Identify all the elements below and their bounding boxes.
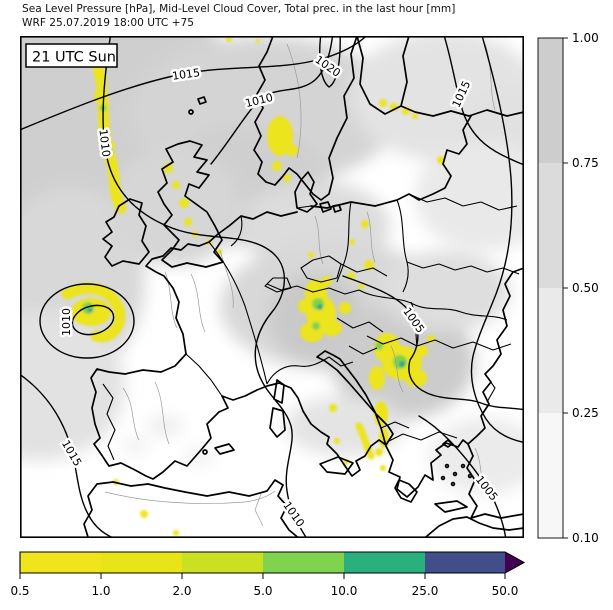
precip-tick-label: 2.0	[172, 584, 191, 598]
precip-tick-label: 1.0	[91, 584, 110, 598]
map-frame	[20, 36, 524, 538]
weather-map: 1015 1010 1010 1020 1015 1005 1005 1010 …	[20, 36, 524, 538]
valid-time-label: 21 UTC Sun	[32, 50, 116, 66]
precip-overflow-arrow	[505, 552, 524, 573]
isobar-label: 1010	[96, 128, 112, 157]
cloud-tick-label: 0.10	[572, 531, 599, 545]
precip-tick-label: 0.5	[10, 584, 29, 598]
admin-borders-layer	[104, 43, 496, 527]
precip-colorbar-segments	[20, 552, 524, 573]
precip-tick-label: 10.0	[331, 584, 358, 598]
precip-colorbar-ticks	[19, 573, 506, 579]
precip-colorbar: 0.5 1.0 2.0 5.0 10.0 25.0 50.0	[10, 551, 526, 598]
figure-title: Sea Level Pressure [hPa], Mid-Level Clou…	[22, 3, 456, 15]
country-borders-layer	[102, 193, 520, 461]
precip-intense-teal	[87, 304, 405, 367]
cloud-tick-label: 0.75	[572, 156, 599, 170]
precip-colorbar-labels: 0.5 1.0 2.0 5.0 10.0 25.0 50.0	[10, 584, 518, 598]
isobar-contours-layer	[20, 36, 524, 538]
cloud-cover-colorbar: 1.00 0.75 0.50 0.25 0.10	[537, 32, 599, 545]
cloud-tick-label: 1.00	[572, 32, 599, 45]
cloud-tick-label: 0.50	[572, 281, 599, 295]
precip-tick-label: 50.0	[492, 584, 519, 598]
precip-streaks	[61, 58, 127, 343]
precip-tick-label: 5.0	[253, 584, 272, 598]
valid-time-box: 21 UTC Sun	[25, 43, 118, 68]
cloud-colorbar-segments	[538, 38, 563, 538]
isobar-label: 1010	[60, 308, 73, 336]
cloud-colorbar-labels: 1.00 0.75 0.50 0.25 0.10	[572, 32, 599, 545]
figure-subtitle: WRF 25.07.2019 18:00 UTC +75	[22, 16, 194, 29]
cloud-colorbar-ticks	[563, 37, 568, 539]
figure-title-block: Sea Level Pressure [hPa], Mid-Level Clou…	[22, 3, 455, 30]
precip-tick-label: 25.0	[412, 584, 439, 598]
cloud-tick-label: 0.25	[572, 406, 599, 420]
